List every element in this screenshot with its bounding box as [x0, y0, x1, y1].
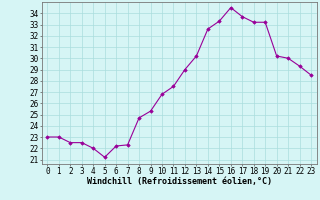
X-axis label: Windchill (Refroidissement éolien,°C): Windchill (Refroidissement éolien,°C)	[87, 177, 272, 186]
